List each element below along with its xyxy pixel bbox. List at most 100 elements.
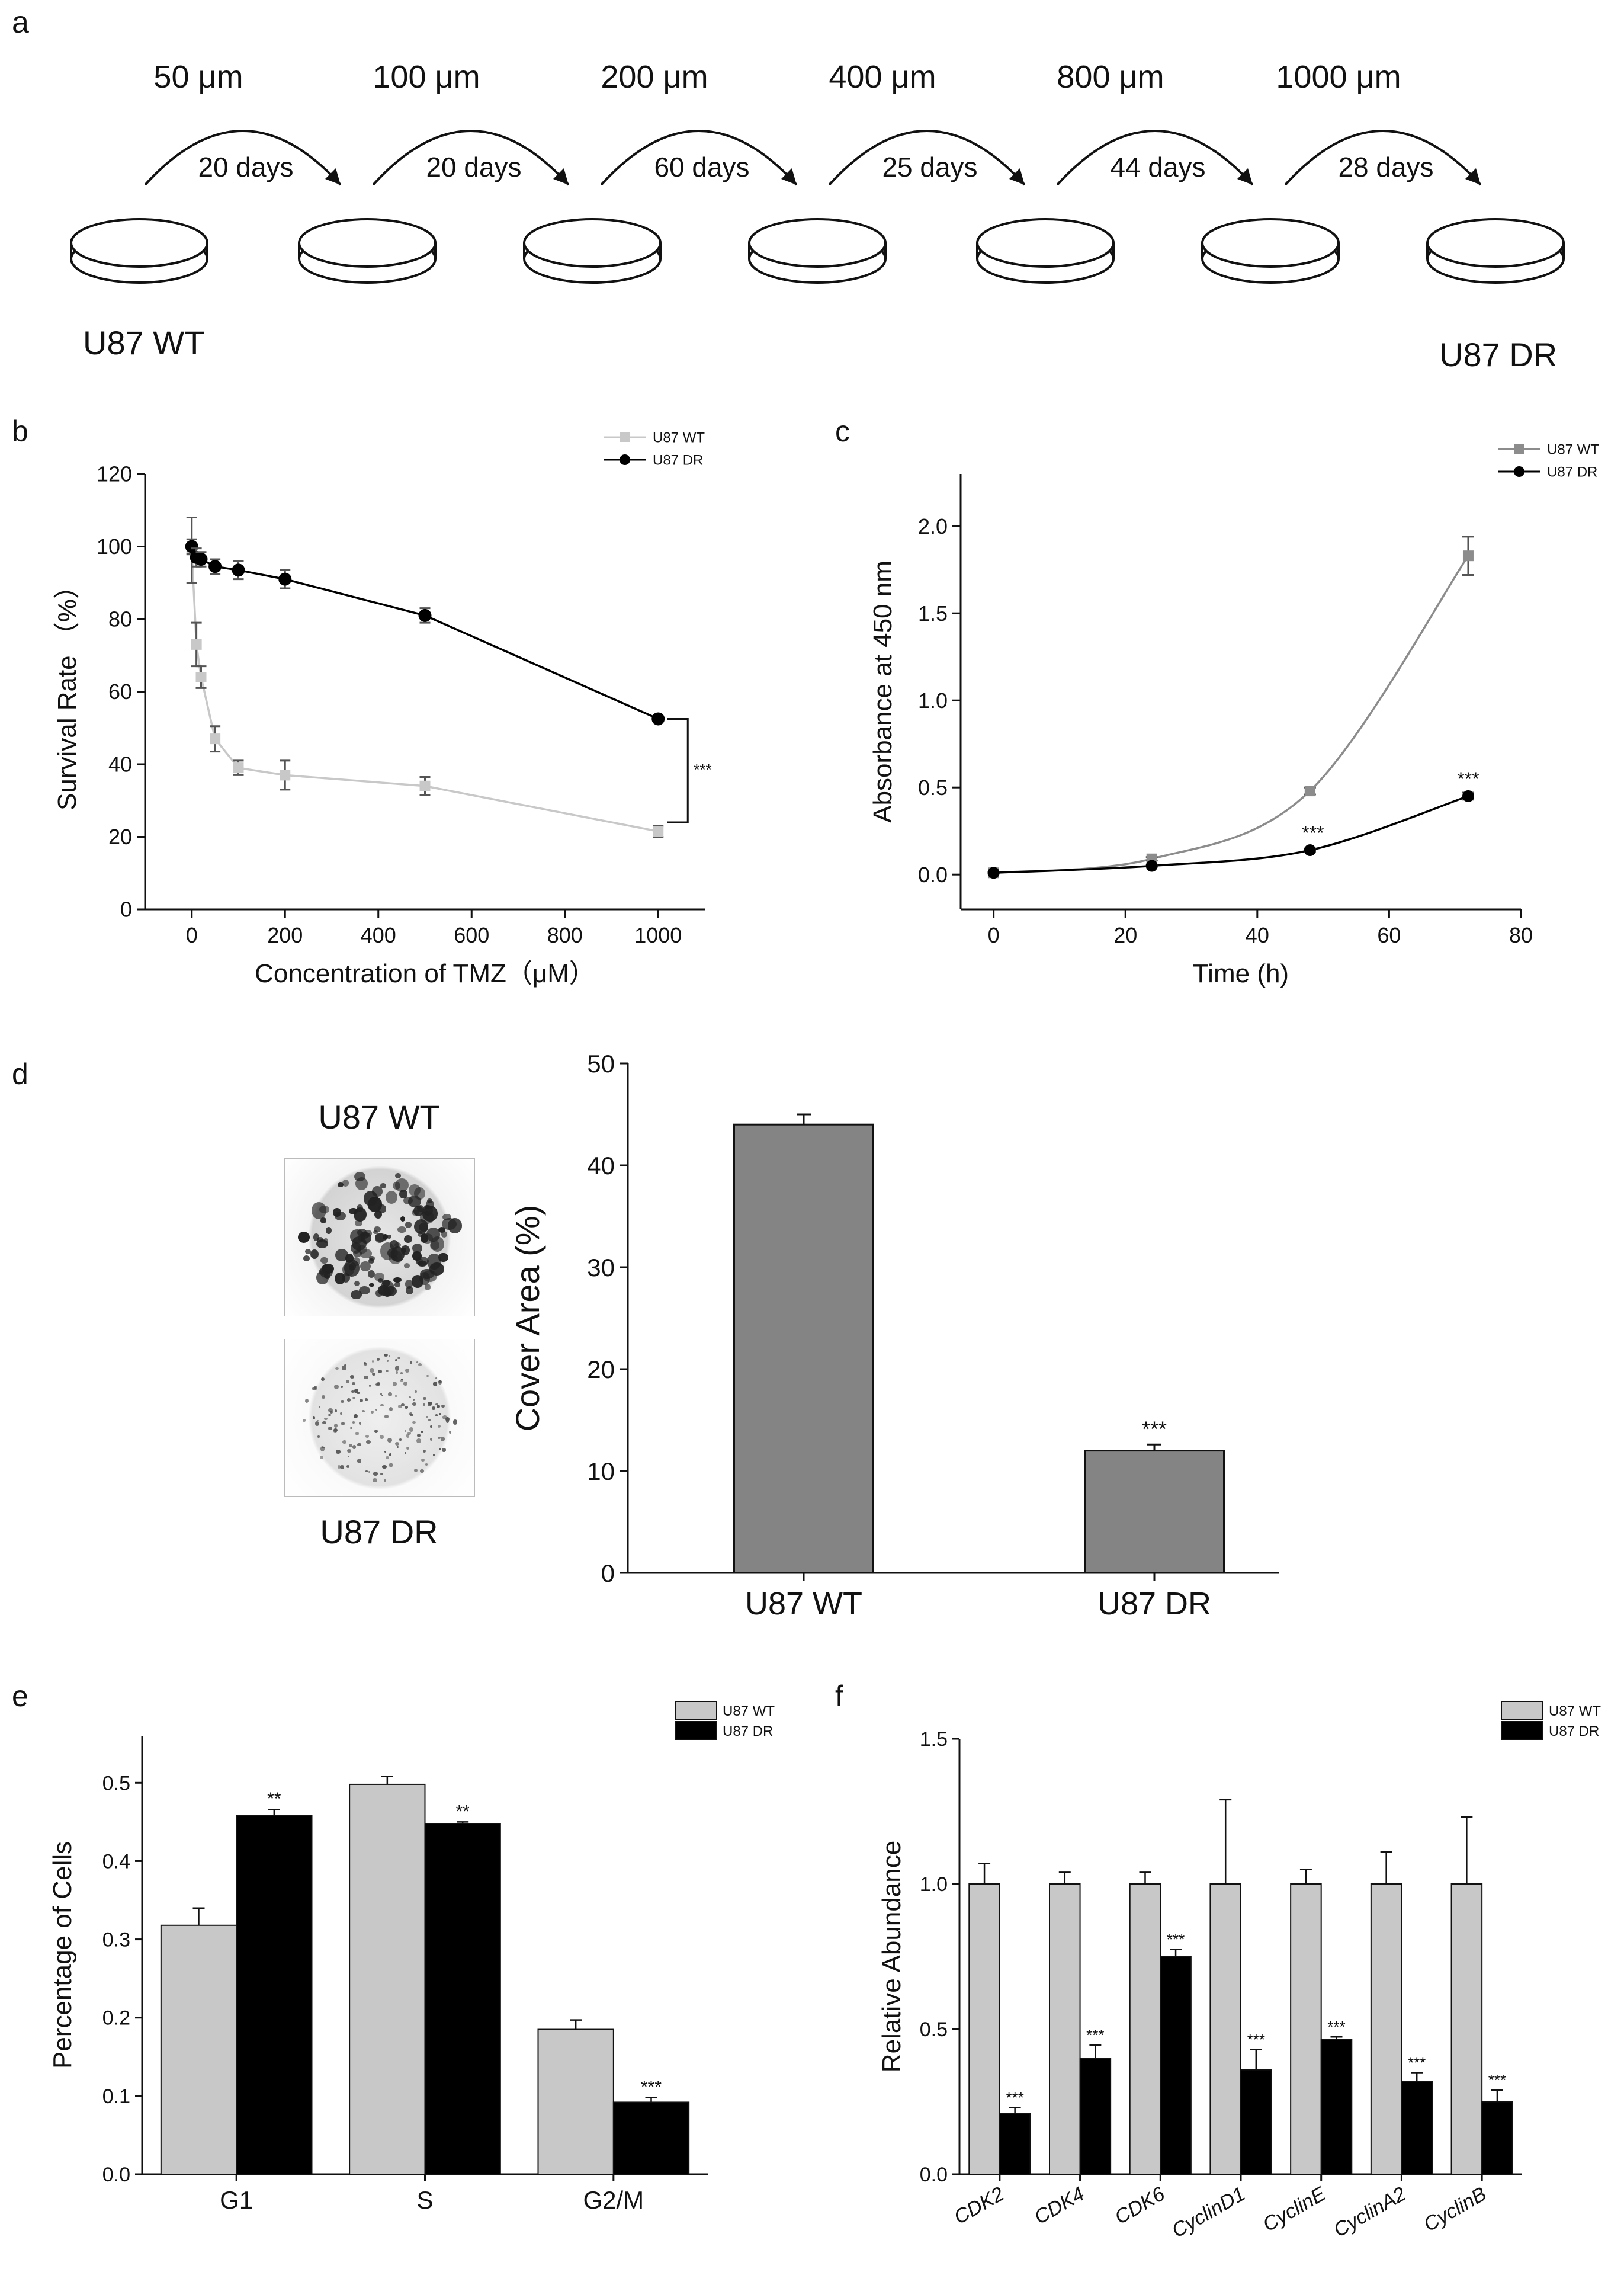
colony xyxy=(373,1478,378,1482)
colony xyxy=(438,1380,442,1385)
colony xyxy=(335,1249,349,1262)
significance-bracket xyxy=(667,717,689,823)
colony xyxy=(445,1419,450,1424)
chart-cell-cycle: 0.0 0.1 0.2 0.3 0.4 0.5 Percentage of Cells ** G… xyxy=(48,1701,775,2214)
significance-mark-48h: *** xyxy=(1302,822,1324,844)
colony xyxy=(409,1427,414,1432)
y-tick-label-1: 20 xyxy=(108,825,132,849)
colony-image-label-wt: U87 WT xyxy=(318,1098,439,1136)
colony xyxy=(388,1250,402,1264)
colony xyxy=(377,1382,381,1386)
x-tick-label-1: U87 DR xyxy=(1097,1586,1211,1621)
colony xyxy=(403,1381,407,1386)
y-tick-label-3: 30 xyxy=(587,1254,615,1281)
significance-mark-6: *** xyxy=(1488,2071,1506,2089)
dish-rim-1 xyxy=(298,218,437,268)
colony xyxy=(303,1419,306,1422)
colony xyxy=(352,1445,356,1449)
x-tick-label-0: CDK2 xyxy=(950,2183,1008,2229)
legend-label-0: U87 WT xyxy=(723,1703,775,1719)
x-tick-label-3: 60 xyxy=(1377,923,1401,947)
y-tick-label-0: 0.0 xyxy=(102,2164,130,2186)
significance-mark-72h: *** xyxy=(1457,768,1479,790)
data-point-s0-p1 xyxy=(191,639,202,650)
y-tick-label-2: 40 xyxy=(108,752,132,777)
colony xyxy=(341,1422,345,1425)
colony xyxy=(342,1179,349,1187)
colony xyxy=(394,1282,401,1287)
legend-swatch-0 xyxy=(675,1701,717,1720)
y-axis-title: Percentage of Cells xyxy=(48,1841,77,2069)
colony xyxy=(367,1270,375,1278)
x-tick-label-1: 20 xyxy=(1113,923,1137,947)
colony xyxy=(313,1233,320,1241)
panel-letter-d: d xyxy=(12,1057,28,1091)
colony xyxy=(335,1367,339,1370)
colony xyxy=(405,1280,413,1289)
colony xyxy=(381,1465,387,1469)
colony xyxy=(452,1419,457,1425)
colony xyxy=(416,1438,422,1444)
colony xyxy=(412,1243,423,1254)
bar-u87-dr-cdk6 xyxy=(1160,1956,1192,2175)
colony xyxy=(395,1395,397,1398)
colony xyxy=(349,1207,358,1214)
colony xyxy=(380,1403,384,1407)
colony xyxy=(320,1257,328,1264)
colony xyxy=(422,1403,425,1406)
colony xyxy=(355,1177,368,1191)
y-axis-title: Cover Area (%) xyxy=(509,1205,546,1432)
colony xyxy=(342,1262,354,1277)
colony xyxy=(439,1448,442,1451)
dish-rim-4 xyxy=(976,218,1115,268)
colony xyxy=(400,1379,404,1382)
bar-u87-wt-g2m xyxy=(537,2028,614,2175)
colony xyxy=(347,1398,351,1402)
colony xyxy=(430,1425,432,1428)
colony xyxy=(409,1184,421,1197)
colony xyxy=(423,1450,426,1453)
colony xyxy=(347,1448,351,1453)
colony xyxy=(376,1357,380,1361)
legend-marker-0 xyxy=(1514,444,1524,454)
x-tick-label-3: 600 xyxy=(454,923,489,947)
x-axis-title: Time (h) xyxy=(1193,959,1289,988)
colony xyxy=(400,1403,405,1406)
colony xyxy=(396,1446,399,1448)
arrow-head-1 xyxy=(553,168,569,185)
bar-u87-dr-cdk4 xyxy=(1079,2058,1112,2175)
colony xyxy=(355,1431,359,1435)
colony xyxy=(389,1407,393,1411)
panel-a: a 50 μm 20 days 100 μm 20 days 200 μm 60 days… xyxy=(12,5,1565,373)
colony xyxy=(373,1226,381,1232)
colony xyxy=(342,1440,347,1444)
colony xyxy=(388,1355,391,1358)
colony xyxy=(320,1456,324,1460)
colony-plate-image-wt xyxy=(284,1158,475,1316)
colony xyxy=(412,1421,416,1424)
bar-u87-dr-s xyxy=(424,1823,501,2175)
colony xyxy=(357,1391,360,1395)
y-tick-label-0: 0 xyxy=(601,1559,615,1587)
colony xyxy=(408,1195,422,1208)
data-point-s1-p3 xyxy=(1462,790,1474,802)
workflow-arrows: 50 μm 20 days 100 μm 20 days 200 μm 60 days 40… xyxy=(144,59,1482,186)
y-tick-label-3: 0.3 xyxy=(102,1929,130,1951)
data-point-s1-p6 xyxy=(418,608,432,622)
colony xyxy=(407,1431,412,1435)
colony xyxy=(425,1415,428,1418)
colony xyxy=(386,1360,389,1362)
colony xyxy=(429,1402,432,1405)
bar-u87-dr-cyclina2 xyxy=(1401,2081,1433,2175)
colony xyxy=(373,1230,378,1235)
colony xyxy=(429,1262,444,1276)
bar-u87-wt-cdk4 xyxy=(1049,1883,1081,2175)
y-tick-label-5: 0.5 xyxy=(102,1772,130,1794)
colony xyxy=(350,1242,362,1254)
colony xyxy=(358,1422,361,1425)
colony xyxy=(350,1427,352,1430)
significance-mark-1: *** xyxy=(1086,2026,1104,2044)
colony xyxy=(384,1415,389,1418)
chart-absorbance: 0.0 0.5 1.0 1.5 2.0 0 20 40 60 80 Time (h) Absorban… xyxy=(868,442,1599,988)
